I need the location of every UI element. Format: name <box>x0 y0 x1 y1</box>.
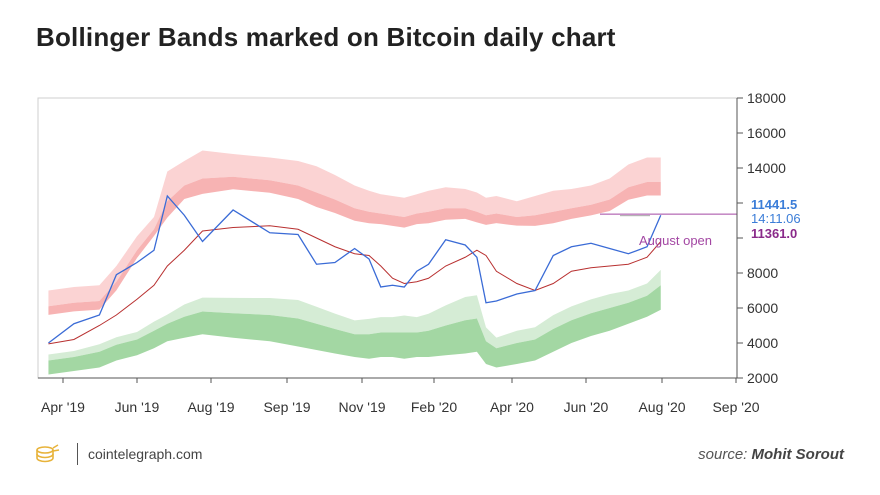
x-tick-label: Feb '20 <box>411 399 457 415</box>
lower-band-outer <box>48 269 661 361</box>
footer-site[interactable]: cointelegraph.com <box>88 446 203 462</box>
cointelegraph-logo-icon <box>36 444 60 463</box>
x-tick-label: Apr '20 <box>490 399 534 415</box>
source-name: Mohit Sorout <box>751 446 844 463</box>
upper-band-outer <box>48 150 661 307</box>
x-tick-label: Aug '19 <box>187 399 234 415</box>
x-tick-label: Sep '19 <box>263 399 310 415</box>
price-line <box>48 194 662 344</box>
x-tick-label: Nov '19 <box>338 399 385 415</box>
x-tick-label: Aug '20 <box>638 399 685 415</box>
august-open-label: August open <box>639 233 712 248</box>
y-tick-label: 6000 <box>747 300 778 316</box>
source-label: source: <box>698 446 748 463</box>
y-tick-label: 14000 <box>747 160 786 176</box>
x-tick-label: Jun '20 <box>564 399 609 415</box>
y-tick-label: 16000 <box>747 125 786 141</box>
x-tick-label: Jun '19 <box>115 399 160 415</box>
x-tick-label: Apr '19 <box>41 399 85 415</box>
y-tick-label: 2000 <box>747 370 778 386</box>
y-tick-label: 8000 <box>747 265 778 281</box>
august-open-value-label: 11361.0 <box>751 226 797 241</box>
chart-title: Bollinger Bands marked on Bitcoin daily … <box>36 22 616 52</box>
footer-source: source: Mohit Sorout <box>698 446 844 463</box>
y-tick-label: 4000 <box>747 335 778 351</box>
x-tick-label: Sep '20 <box>712 399 759 415</box>
footer-separator <box>77 443 78 465</box>
current-price-label: 11441.5 <box>751 197 797 212</box>
countdown-label: 14:11.06 <box>751 211 801 226</box>
middle-band-line <box>48 225 662 345</box>
y-tick-label: 18000 <box>747 90 786 106</box>
lower-band-inner <box>48 285 661 375</box>
